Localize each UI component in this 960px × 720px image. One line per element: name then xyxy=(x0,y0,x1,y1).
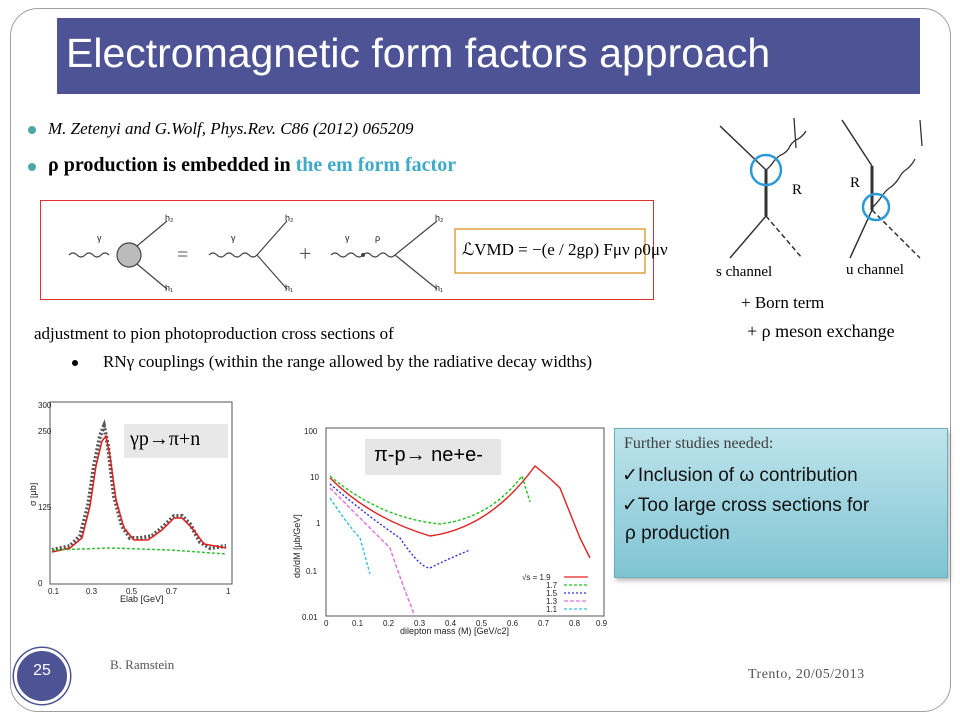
plot1-label-box xyxy=(124,424,228,458)
check-icon: ✓ xyxy=(622,495,638,516)
plot2-ytick: 0.01 xyxy=(302,613,318,622)
bullet-icon xyxy=(28,163,36,171)
plot1-ytick: 250 xyxy=(38,427,52,436)
plot1-xtick: 1 xyxy=(226,587,231,596)
vmd-diagram-box: γ h₂ h₁ = γ h₂ h₁ + γ ρ h₂ h₁ xyxy=(40,200,654,300)
u-channel-label: u channel xyxy=(846,262,904,278)
further-studies-box xyxy=(614,428,948,578)
svg-text:ρ: ρ xyxy=(375,233,380,243)
bullet-icon xyxy=(72,360,78,366)
plot2-xtick: 0.2 xyxy=(383,619,395,628)
plot1-xticks: 0.1 0.3 0.5 0.7 1 xyxy=(48,587,231,596)
rn-coupling-text: RNγ couplings (within the range allowed … xyxy=(103,352,593,371)
plot1-reaction-label: γp→π+n xyxy=(130,428,201,450)
plot1-yticks: 0 125 250 300 xyxy=(38,401,52,588)
rho-line-prefix: ρ production is embedded in xyxy=(48,154,296,176)
footer-author: B. Ramstein xyxy=(110,657,175,672)
r-label-u: R xyxy=(850,175,861,191)
r-label-s: R xyxy=(792,182,803,198)
plot1-xtick: 0.7 xyxy=(166,587,178,596)
plot2-yticks: 100 10 1 0.1 0.01 xyxy=(302,427,321,622)
reference-text: M. Zetenyi and G.Wolf, Phys.Rev. C86 (20… xyxy=(48,119,414,138)
further-item-1: ✓Inclusion of ω contribution xyxy=(622,464,858,487)
slide-title: Electromagnetic form factors approach xyxy=(66,30,771,76)
rho-exchange-text: + ρ meson exchange xyxy=(747,321,895,341)
svg-text:=: = xyxy=(177,244,188,266)
svg-text:h₂: h₂ xyxy=(165,213,174,223)
plot2-ytick: 10 xyxy=(310,473,319,482)
further-item-text: Too large cross sections for xyxy=(637,495,870,516)
legend-entry: √s = 1.9 xyxy=(522,573,551,582)
plot2-xtick: 0.4 xyxy=(445,619,457,628)
born-term-text: + Born term xyxy=(741,293,825,312)
plot2-ytick: 100 xyxy=(304,427,318,436)
plot2-legend: √s = 1.9 1.7 1.5 1.3 1.1 xyxy=(522,573,588,614)
further-item-2: ✓Too large cross sections for xyxy=(622,494,869,517)
plot2-ytick: 1 xyxy=(316,519,321,528)
svg-text:h₁: h₁ xyxy=(285,283,293,293)
plot2-xticks: 0 0.1 0.2 0.3 0.4 0.5 0.6 0.7 0.8 0.9 xyxy=(324,619,608,628)
plot2-ylabel: dσ/dM [μb/GeV] xyxy=(292,514,302,578)
vmd-feynman-diagrams: γ h₂ h₁ = γ h₂ h₁ + γ ρ h₂ h₁ xyxy=(68,213,646,293)
svg-text:h₂: h₂ xyxy=(285,213,294,223)
further-studies-heading: Further studies needed: xyxy=(624,435,774,452)
bullet-icon xyxy=(28,126,36,134)
legend-entry: 1.7 xyxy=(546,581,558,590)
svg-text:γ: γ xyxy=(345,233,350,243)
svg-text:γ: γ xyxy=(231,233,236,243)
check-icon: ✓ xyxy=(622,465,638,486)
further-item-2-cont: ρ production xyxy=(625,523,730,544)
svg-text:γ: γ xyxy=(97,233,102,243)
slide-frame xyxy=(10,8,951,712)
channel-diagrams xyxy=(690,108,938,286)
plot2-xtick: 0.6 xyxy=(507,619,519,628)
legend-entry: 1.1 xyxy=(546,605,558,614)
plot2-xtick: 0.3 xyxy=(414,619,426,628)
plot2-ytick: 0.1 xyxy=(306,567,318,576)
rho-production-line: ρ production is embedded in the em form … xyxy=(48,154,456,177)
plot2-xlabel: dilepton mass (M) [GeV/c2] xyxy=(400,626,509,636)
plot2-label-box xyxy=(365,439,501,475)
plot1-ytick: 300 xyxy=(38,401,52,410)
svg-text:h₁: h₁ xyxy=(435,283,443,293)
plot2-xtick: 0.5 xyxy=(476,619,488,628)
plot1-ylabel: σ [μb] xyxy=(30,483,38,506)
plot2-xtick: 0 xyxy=(324,619,329,628)
page-number: 25 xyxy=(33,662,51,679)
plot1-xlabel: Elab [GeV] xyxy=(120,594,164,604)
s-channel-label: s channel xyxy=(716,264,773,280)
plot2-xtick: 0.8 xyxy=(569,619,581,628)
plot2-xtick: 0.7 xyxy=(538,619,550,628)
plot2-xtick: 0.1 xyxy=(352,619,364,628)
plot1-ytick: 125 xyxy=(38,503,52,512)
further-item-text: Inclusion of ω contribution xyxy=(637,465,858,486)
svg-text:+: + xyxy=(299,241,311,266)
adjustment-text: adjustment to pion photoproduction cross… xyxy=(34,324,394,343)
vmd-formula: ℒVMD = −(e / 2gρ) Fμν ρ0μν xyxy=(462,240,668,259)
plot1-xtick: 0.3 xyxy=(86,587,98,596)
svg-text:h₂: h₂ xyxy=(435,213,444,223)
plot2-xtick: 0.9 xyxy=(596,619,608,628)
title-bar xyxy=(57,18,920,94)
svg-text:h₁: h₁ xyxy=(165,283,173,293)
rho-line-highlight: the em form factor xyxy=(295,154,457,176)
page-number-badge xyxy=(14,648,70,704)
plot2-reaction-label: π-p→ ne+e- xyxy=(374,444,483,466)
plot1-xtick: 0.5 xyxy=(126,587,138,596)
plot1-ytick: 0 xyxy=(38,579,43,588)
footer-location-date: Trento, 20/05/2013 xyxy=(748,667,865,682)
plot1-xtick: 0.1 xyxy=(48,587,60,596)
legend-entry: 1.3 xyxy=(546,597,558,606)
legend-entry: 1.5 xyxy=(546,589,558,598)
